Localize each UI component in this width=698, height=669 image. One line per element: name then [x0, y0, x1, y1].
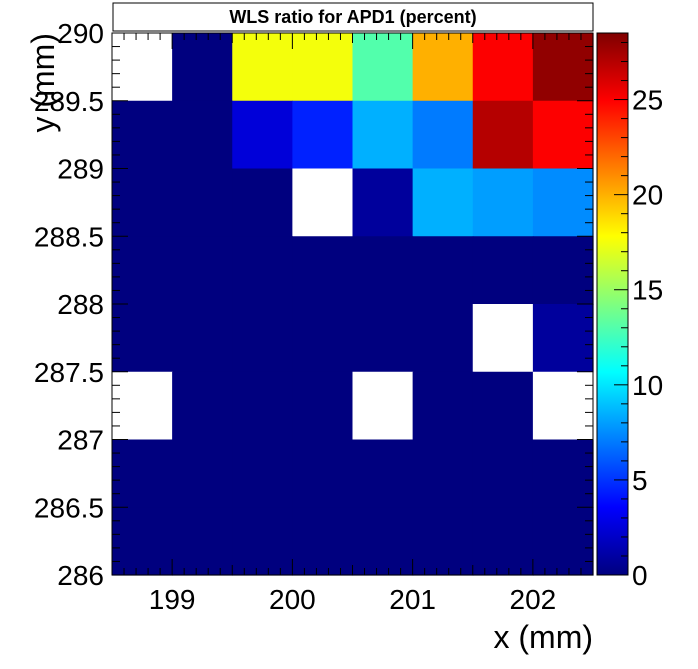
- heatmap-cell: [412, 439, 474, 508]
- y-tick-label: 288: [57, 289, 104, 320]
- colorbar-tick-label: 0: [632, 560, 648, 591]
- y-tick-label: 286: [57, 560, 104, 591]
- heatmap-cell: [352, 33, 414, 102]
- heatmap-cell: [532, 33, 594, 102]
- heatmap-cell: [472, 439, 534, 508]
- colorbar-tick-label: 10: [632, 370, 663, 401]
- heatmap-cell: [112, 371, 173, 441]
- heatmap-cell: [292, 100, 354, 170]
- heatmap-cell: [232, 33, 293, 102]
- heatmap-cell: [172, 371, 233, 441]
- colorbar-tick-label: 15: [632, 275, 663, 306]
- heatmap-cell: [532, 100, 594, 170]
- y-axis-label: y (mm): [25, 33, 61, 133]
- heatmap-cell: [532, 168, 594, 237]
- heatmap-cell: [352, 236, 414, 305]
- heatmap-cell: [232, 100, 293, 170]
- heatmap-cell: [412, 304, 474, 373]
- x-tick-label: 201: [389, 584, 436, 615]
- x-tick-label: 200: [269, 584, 316, 615]
- heatmap-cell: [292, 304, 354, 373]
- y-tick-label: 288.5: [34, 221, 104, 252]
- heatmap-cell: [412, 100, 474, 170]
- heatmap-cell: [532, 304, 594, 373]
- heatmap-cell: [352, 304, 414, 373]
- y-tick-label: 287: [57, 425, 104, 456]
- colorbar-tick-label: 20: [632, 180, 663, 211]
- heatmap-cell: [412, 168, 474, 237]
- heatmap-cell: [412, 236, 474, 305]
- y-axis: 286 286.5 287 287.5 288 288.5 289 289.5 290: [34, 18, 593, 591]
- heatmap-cells: [112, 33, 594, 576]
- y-tick-label: 290: [57, 18, 104, 49]
- colorbar-tick-label: 5: [632, 465, 648, 496]
- heatmap-cell: [172, 100, 233, 170]
- heatmap-cell: [352, 168, 414, 237]
- heatmap-cell: [472, 100, 534, 170]
- heatmap-cell: [292, 439, 354, 508]
- heatmap-cell: [352, 100, 414, 170]
- heatmap-cell: [532, 236, 594, 305]
- x-tick-label: 199: [149, 584, 196, 615]
- x-axis: 199 200 201 202: [111, 33, 594, 615]
- heatmap-cell: [232, 507, 293, 576]
- heatmap-cell: [112, 304, 173, 373]
- heatmap-cell: [472, 33, 534, 102]
- heatmap-cell: [172, 439, 233, 508]
- heatmap-cell: [112, 236, 173, 305]
- heatmap-cell: [292, 371, 354, 441]
- heatmap-cell: [292, 168, 354, 237]
- x-axis-label: x (mm): [493, 619, 593, 655]
- colorbar: [596, 32, 629, 576]
- heatmap-cell: [472, 168, 534, 237]
- heatmap-cell: [352, 439, 414, 508]
- y-tick-label: 289.5: [34, 86, 104, 117]
- heatmap-cell: [352, 371, 414, 441]
- heatmap-cell: [472, 371, 534, 441]
- heatmap-cell: [232, 168, 293, 237]
- heatmap-cell: [172, 304, 233, 373]
- heatmap-cell: [412, 507, 474, 576]
- heatmap-cell: [292, 507, 354, 576]
- heatmap-cell: [112, 100, 173, 170]
- colorbar-tick-label: 25: [632, 85, 663, 116]
- heatmap-cell: [412, 371, 474, 441]
- heatmap-cell: [112, 168, 173, 237]
- heatmap-cell: [532, 507, 594, 576]
- heatmap-cell: [232, 304, 293, 373]
- heatmap-cell: [172, 507, 233, 576]
- heatmap-cell: [292, 236, 354, 305]
- heatmap-cell: [232, 439, 293, 508]
- heatmap-cell: [112, 439, 173, 508]
- heatmap-cell: [352, 507, 414, 576]
- heatmap-cell: [532, 439, 594, 508]
- chart-title: WLS ratio for APD1 (percent): [229, 7, 476, 27]
- title-box: [112, 2, 594, 32]
- heatmap-cell: [232, 236, 293, 305]
- y-tick-label: 287.5: [34, 357, 104, 388]
- heatmap-cell: [172, 236, 233, 305]
- y-tick-label: 286.5: [34, 492, 104, 523]
- heatmap-cell: [472, 304, 534, 373]
- heatmap-cell: [532, 371, 594, 441]
- heatmap-cell: [172, 33, 233, 102]
- heatmap-cell: [292, 33, 354, 102]
- heatmap-cell: [172, 168, 233, 237]
- heatmap-cell: [472, 236, 534, 305]
- heatmap-cell: [112, 507, 173, 576]
- heatmap-cell: [232, 371, 293, 441]
- y-tick-label: 289: [57, 154, 104, 185]
- heatmap-cell: [472, 507, 534, 576]
- x-tick-label: 202: [510, 584, 557, 615]
- colorbar-axis: 0 5 10 15 20 25: [614, 42, 663, 591]
- heatmap-cell: [112, 33, 173, 102]
- heatmap-cell: [412, 33, 474, 102]
